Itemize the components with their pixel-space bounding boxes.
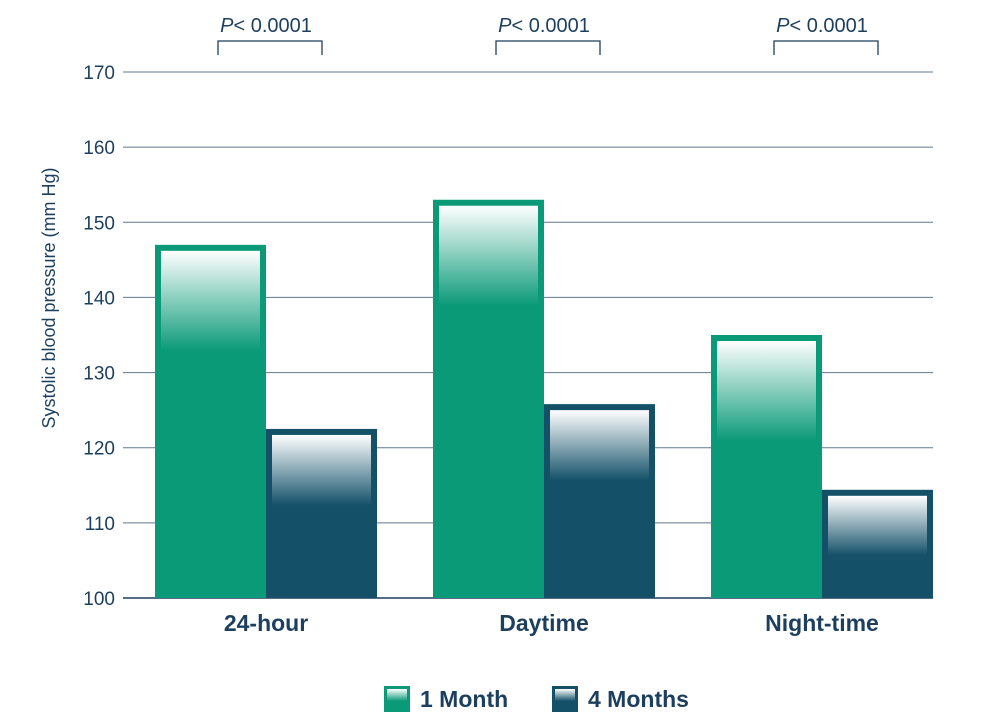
y-axis-label: Systolic blood pressure (mm Hg) — [39, 167, 59, 428]
bar-gradient — [550, 410, 649, 481]
legend: 1 Month 4 Months — [384, 686, 689, 712]
legend-item-four-months: 4 Months — [552, 686, 689, 712]
bar-four-months — [544, 404, 655, 598]
y-tick-label: 160 — [83, 138, 115, 159]
legend-swatch-gradient — [555, 689, 575, 701]
y-tick-label: 110 — [85, 514, 115, 535]
bar-gradient — [272, 434, 371, 505]
bar-gradient — [161, 250, 260, 351]
bar-gradient — [828, 495, 927, 556]
bar-gradient — [717, 341, 816, 441]
legend-swatch-gradient — [387, 689, 407, 701]
y-tick-label: 140 — [83, 288, 115, 309]
x-category-label: Daytime — [499, 610, 588, 636]
legend-label: 1 Month — [420, 686, 508, 712]
y-tick-label: 120 — [83, 439, 115, 460]
x-category-label: Night-time — [765, 610, 879, 636]
p-symbol: P — [776, 15, 790, 37]
p-value: < 0.0001 — [789, 15, 867, 37]
bracket-line — [495, 40, 601, 55]
y-tick-label: 150 — [83, 213, 115, 234]
significance-annotations: P< 0.0001 P< 0.0001 P< 0.0001 — [217, 15, 879, 55]
y-tick-label: 100 — [83, 589, 115, 610]
legend-label: 4 Months — [588, 686, 689, 712]
p-value-label: P< 0.0001 — [498, 15, 590, 37]
x-axis-categories: 24-hour Daytime Night-time — [224, 610, 879, 636]
bar-four-months — [822, 489, 933, 598]
y-tick-label: 170 — [83, 63, 115, 84]
p-symbol: P — [220, 15, 234, 37]
bar-four-months — [266, 428, 377, 598]
legend-item-one-month: 1 Month — [384, 686, 508, 712]
y-tick-label: 130 — [83, 364, 115, 385]
bar-one-month — [155, 244, 266, 599]
significance-bracket: P< 0.0001 — [773, 15, 879, 55]
p-value-label: P< 0.0001 — [776, 15, 868, 37]
p-value: < 0.0001 — [511, 15, 589, 37]
p-value: < 0.0001 — [233, 15, 311, 37]
x-category-label: 24-hour — [224, 610, 308, 636]
p-value-label: P< 0.0001 — [220, 15, 312, 37]
bar-one-month — [711, 335, 822, 598]
bracket-line — [773, 40, 879, 55]
significance-bracket: P< 0.0001 — [495, 15, 601, 55]
significance-bracket: P< 0.0001 — [217, 15, 323, 55]
bracket-line — [217, 40, 323, 55]
p-symbol: P — [498, 15, 512, 37]
y-axis-ticks: 100 110 120 130 140 150 160 170 — [83, 63, 115, 610]
bar-one-month — [433, 199, 544, 598]
bar-gradient — [439, 205, 538, 306]
bars — [155, 199, 933, 599]
